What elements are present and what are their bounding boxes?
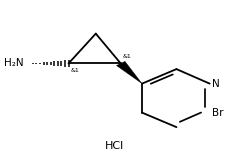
Text: &1: &1 [123, 54, 132, 59]
Text: Br: Br [212, 108, 223, 118]
Text: HCl: HCl [105, 142, 124, 152]
Text: &1: &1 [71, 68, 80, 73]
Text: N: N [212, 79, 219, 89]
Polygon shape [117, 61, 142, 84]
Text: H₂N: H₂N [4, 58, 23, 68]
